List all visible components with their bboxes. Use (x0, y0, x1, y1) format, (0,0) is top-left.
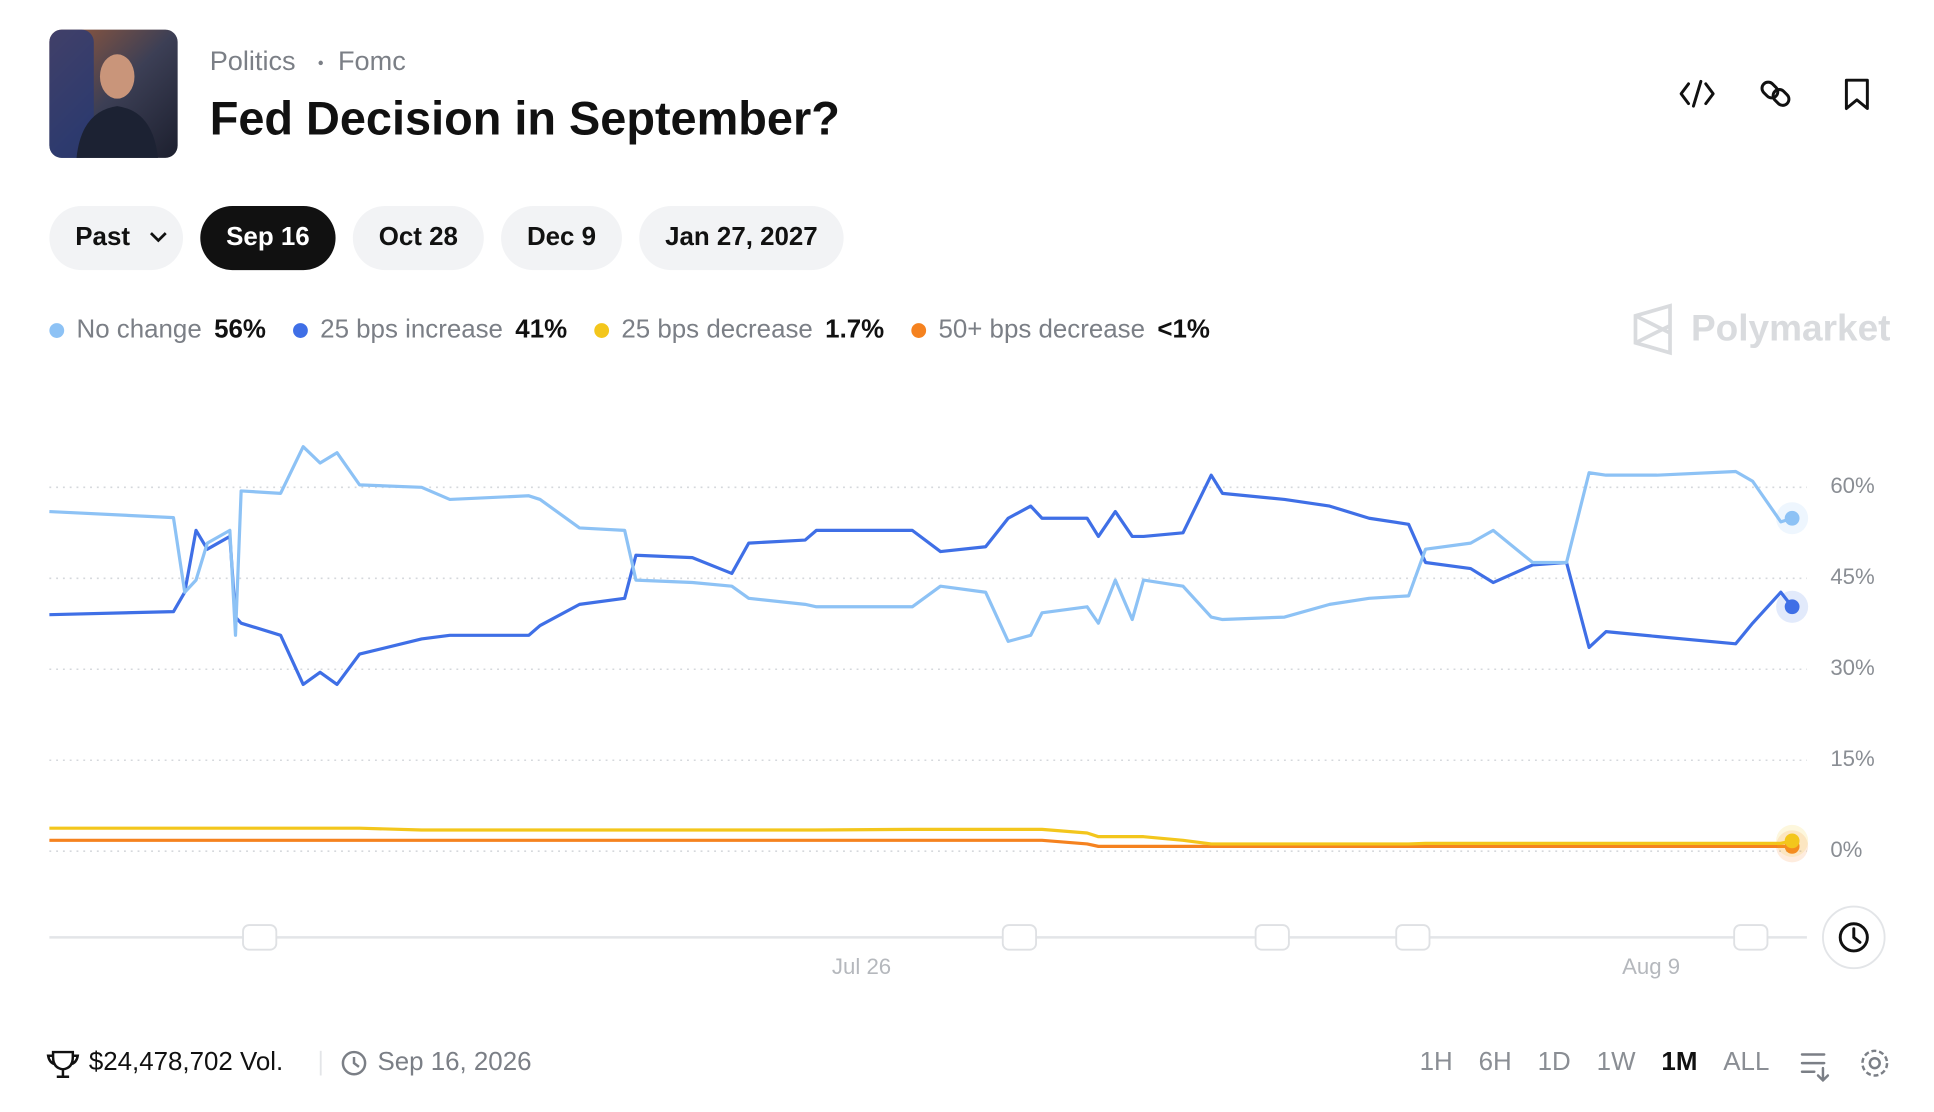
market-title: Fed Decision in September? (210, 92, 840, 144)
time-scrubber[interactable] (49, 924, 1807, 951)
legend-name: No change (77, 315, 202, 343)
end-dot (1784, 833, 1800, 849)
end-date-text: Sep 16, 2026 (377, 1048, 531, 1076)
tab-background (501, 205, 622, 271)
end-dot (1784, 599, 1800, 615)
range-button[interactable]: 6H (1479, 1048, 1512, 1076)
history-button[interactable] (1822, 905, 1886, 970)
tab-background (352, 205, 484, 271)
bookmark-button[interactable] (1844, 78, 1869, 111)
y-tick-label: 0% (1830, 837, 1862, 862)
breadcrumb[interactable]: Fomc (338, 45, 406, 76)
outcome-tab[interactable]: Sep 16 (200, 205, 336, 271)
x-tick-label: Jul 26 (832, 954, 891, 979)
tab-background (200, 205, 336, 271)
legend-value: <1% (1157, 315, 1210, 343)
range-button[interactable]: 1H (1420, 1048, 1453, 1076)
tab-background (49, 205, 184, 271)
separator (318, 60, 323, 66)
tab-label: Jan 27, 2027 (665, 223, 818, 251)
legend-dot (293, 323, 308, 338)
legend-value: 1.7% (825, 315, 884, 343)
volume-text: $24,478,702 Vol. (89, 1048, 283, 1076)
y-tick-label: 60% (1830, 473, 1874, 498)
legend-value: 41% (515, 315, 567, 343)
legend-dot (911, 323, 927, 338)
tab-label: Oct 28 (379, 223, 458, 251)
chart: 0% 15% 30% 45% 60% Jul 26 Aug 9 (49, 445, 1875, 979)
link-button[interactable] (1759, 80, 1791, 108)
range-button[interactable]: 1D (1538, 1048, 1571, 1076)
end-date: Sep 16, 2026 (341, 1048, 531, 1076)
tab-label: Past (75, 223, 130, 251)
chevron (149, 232, 167, 243)
brand-name: Polymarket (1691, 307, 1891, 348)
outcome-tab[interactable]: Oct 28 (352, 205, 484, 271)
volume: $24,478,702 Vol. (46, 1048, 283, 1078)
outcome-tab[interactable]: Past (49, 205, 184, 271)
y-tick-label: 30% (1830, 655, 1874, 680)
legend-dot (49, 323, 65, 338)
avatar (49, 29, 178, 158)
range-button[interactable]: 1M (1661, 1048, 1697, 1076)
series-line (49, 838, 1793, 848)
series-line (49, 826, 1793, 846)
legend-name: 25 bps increase (320, 315, 503, 343)
breadcrumb[interactable]: Politics (210, 45, 296, 76)
legend-dot (594, 323, 610, 338)
settings-button[interactable] (1861, 1049, 1889, 1077)
series-line (49, 445, 1793, 643)
y-tick-label: 45% (1830, 564, 1874, 589)
legend-name: 50+ bps decrease (938, 315, 1145, 343)
sort-button[interactable] (1800, 1053, 1830, 1083)
y-tick-label: 15% (1830, 746, 1874, 771)
embed-button[interactable] (1679, 79, 1715, 108)
legend-value: 56% (214, 315, 266, 343)
tab-background (639, 205, 844, 271)
outcome-tab[interactable]: Dec 9 (501, 205, 622, 271)
brand-logo: Polymarket (1633, 303, 1891, 356)
outcome-tab[interactable]: Jan 27, 2027 (639, 205, 844, 271)
tab-label: Dec 9 (527, 223, 596, 251)
tab-label: Sep 16 (226, 223, 309, 251)
x-tick-label: Aug 9 (1622, 954, 1680, 979)
end-dot (1784, 510, 1800, 526)
series-line (49, 473, 1794, 687)
legend-name: 25 bps decrease (621, 315, 812, 343)
range-button[interactable]: 1W (1597, 1048, 1636, 1076)
range-button[interactable]: ALL (1723, 1048, 1769, 1076)
